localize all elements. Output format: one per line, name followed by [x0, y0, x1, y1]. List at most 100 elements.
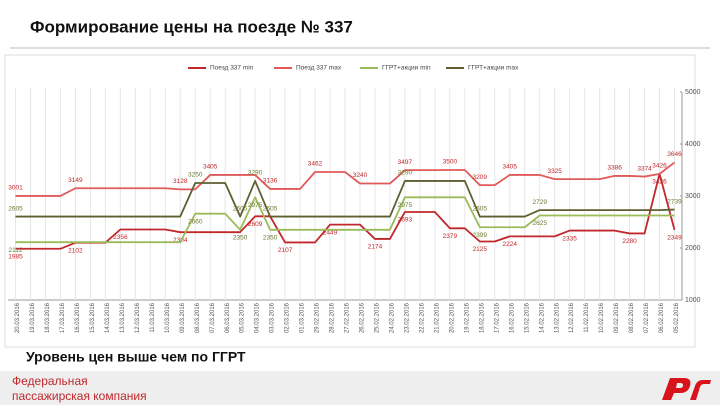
y-tick-label: 1000 — [685, 297, 701, 304]
data-label: 2975 — [398, 202, 413, 209]
data-label: 3405 — [203, 164, 218, 171]
x-tick-label: 28.02.2016 — [330, 302, 336, 333]
data-label: 2605 — [8, 205, 23, 212]
x-tick-label: 11.03.2016 — [150, 302, 156, 332]
x-tick-label: 09.03.2016 — [180, 302, 186, 333]
x-tick-label: 12.02.2016 — [569, 302, 575, 333]
data-label: 2605 — [233, 205, 248, 212]
data-label: 2693 — [398, 217, 413, 224]
x-tick-label: 26.02.2016 — [360, 302, 366, 333]
x-tick-label: 05.03.2016 — [240, 302, 246, 333]
data-label: 2605 — [473, 205, 488, 212]
x-tick-label: 27.02.2016 — [345, 302, 351, 333]
y-tick-label: 3000 — [685, 193, 701, 200]
data-label: 2356 — [113, 234, 128, 241]
data-label: 3497 — [398, 159, 413, 166]
x-tick-label: 08.03.2016 — [195, 302, 201, 333]
y-tick-label: 2000 — [685, 245, 701, 252]
x-tick-label: 10.03.2016 — [165, 302, 171, 333]
legend-label: ГГРТ+акции min — [382, 65, 431, 72]
data-label: 2625 — [532, 220, 547, 227]
data-label: 2350 — [233, 235, 248, 242]
data-label: 2112 — [8, 247, 22, 254]
data-label: 3290 — [248, 170, 263, 177]
data-label: 3128 — [173, 178, 188, 185]
series-line — [15, 196, 675, 244]
x-tick-label: 14.03.2016 — [105, 302, 111, 333]
x-tick-label: 20.03.2016 — [15, 302, 21, 333]
data-label: 2102 — [68, 247, 83, 254]
company-line: Федеральная — [12, 374, 88, 388]
x-tick-label: 09.02.2016 — [614, 302, 620, 333]
company: Федеральная пассажирская компания — [12, 374, 147, 403]
footer-band — [0, 371, 720, 405]
logo — [662, 378, 711, 400]
x-tick-label: 03.03.2016 — [270, 302, 276, 333]
x-tick-label: 15.03.2016 — [90, 302, 96, 333]
data-label: 3250 — [188, 172, 203, 179]
company-name: Федеральная пассажирская компания — [12, 374, 147, 403]
data-label: 3426 — [652, 163, 667, 170]
data-label: 2399 — [473, 232, 488, 239]
note: Уровень цен выше чем по ГГРТ — [26, 349, 246, 365]
data-label: 3325 — [547, 168, 562, 175]
logo-mark — [662, 378, 691, 400]
x-tick-label: 22.02.2016 — [419, 302, 425, 333]
data-label: 1985 — [8, 253, 23, 260]
x-tick-label: 14.02.2016 — [539, 302, 545, 333]
data-label: 2975 — [248, 202, 263, 209]
x-tick-label: 06.02.2016 — [659, 302, 665, 333]
data-label: 2224 — [503, 241, 518, 248]
x-tick-label: 21.02.2016 — [434, 302, 440, 333]
x-tick-label: 29.02.2016 — [315, 302, 321, 333]
data-label: 2379 — [443, 233, 458, 240]
x-tick-label: 06.03.2016 — [225, 302, 231, 333]
data-label: 3646 — [667, 151, 682, 158]
data-label: 2280 — [622, 238, 637, 245]
x-tick-label: 08.02.2016 — [629, 302, 635, 333]
x-tick-label: 23.02.2016 — [404, 302, 410, 333]
legend-label: ГГРТ+акции max — [468, 65, 519, 72]
data-label: 2609 — [248, 221, 263, 228]
data-label: 3290 — [398, 170, 413, 177]
series-line — [15, 161, 676, 197]
x-tick-label: 01.03.2016 — [300, 302, 306, 333]
data-label: 3374 — [637, 165, 652, 172]
chart-frame — [4, 54, 696, 348]
x-tick-label: 04.03.2016 — [255, 302, 261, 333]
data-label: 2107 — [278, 247, 293, 254]
company-line: пассажирская компания — [12, 389, 147, 403]
slide-title: Формирование цены на поезде № 337 — [30, 17, 353, 36]
legend-label: Поезд 337 min — [210, 65, 254, 72]
x-tick-label: 11.02.2016 — [584, 302, 590, 332]
x-tick-label: 02.03.2016 — [285, 302, 291, 333]
data-label: 3426 — [652, 179, 667, 186]
x-tick-label: 15.02.2016 — [524, 302, 530, 333]
x-tick-label: 18.03.2016 — [45, 302, 51, 333]
data-label: 2174 — [368, 244, 383, 251]
x-tick-label: 10.02.2016 — [599, 302, 605, 333]
data-label: 2350 — [263, 235, 278, 242]
y-tick-label: 5000 — [685, 89, 701, 96]
x-tick-label: 16.02.2016 — [509, 302, 515, 333]
data-label: 3240 — [353, 172, 368, 179]
data-label: 2349 — [667, 235, 682, 242]
data-label: 2335 — [562, 235, 577, 242]
x-tick-label: 17.03.2016 — [60, 302, 66, 333]
data-label: 3386 — [607, 165, 622, 172]
series-line — [15, 172, 676, 250]
x-tick-label: 05.02.2016 — [674, 302, 680, 333]
data-label: 2729 — [532, 199, 547, 206]
x-tick-label: 12.03.2016 — [135, 302, 141, 333]
series-line — [15, 180, 675, 218]
x-tick-label: 17.02.2016 — [494, 302, 500, 333]
data-label: 2125 — [473, 246, 488, 253]
x-tick-label: 16.03.2016 — [75, 302, 81, 333]
logo-mark — [690, 380, 711, 400]
legend-label: Поезд 337 max — [296, 65, 342, 72]
x-tick-label: 13.03.2016 — [120, 302, 126, 333]
x-tick-label: 07.02.2016 — [644, 302, 650, 333]
x-tick-label: 13.02.2016 — [554, 302, 560, 333]
x-tick-label: 20.02.2016 — [449, 302, 455, 333]
